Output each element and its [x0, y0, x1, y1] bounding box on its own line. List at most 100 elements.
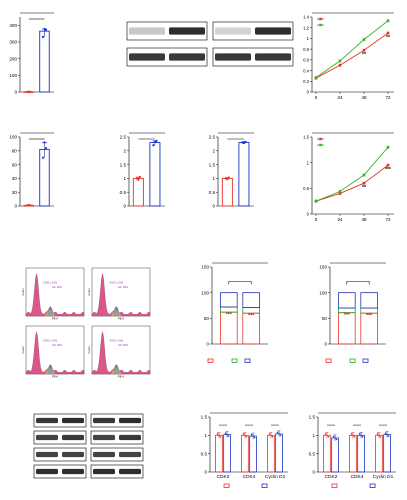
blot-band	[62, 417, 84, 424]
y-tick-label: 1.5	[303, 135, 309, 140]
y-tick-label: 1	[123, 176, 126, 181]
x-tick-label: 24	[337, 95, 343, 100]
y-tick-label: 0	[204, 470, 207, 475]
y-tick-label: 1.5	[201, 415, 208, 420]
blot-band	[93, 468, 115, 475]
data-point	[253, 436, 256, 439]
y-tick-label: 40	[12, 176, 18, 181]
y-tick-label: 1.4	[303, 15, 309, 20]
y-tick-label: 0	[14, 204, 17, 209]
data-point	[44, 28, 48, 32]
x-tick-label: 48	[361, 217, 367, 222]
histogram-annotation: G2: 29%	[52, 344, 63, 347]
blot-band	[93, 451, 115, 458]
blot-frame	[33, 430, 87, 445]
data-point	[227, 435, 230, 437]
data-point	[218, 434, 220, 437]
data-point	[278, 433, 280, 435]
data-point	[368, 313, 371, 316]
y-tick-label: 0	[307, 212, 310, 217]
data-point	[242, 433, 245, 435]
y-tick-label: 0	[307, 90, 310, 95]
data-point	[347, 312, 350, 315]
blot-frame	[33, 447, 87, 462]
legend-swatch	[362, 358, 369, 363]
legend-swatch	[369, 483, 376, 488]
bar	[39, 30, 50, 93]
x-tick-label: 0	[315, 217, 318, 222]
y-tick-label: 0.4	[303, 68, 309, 73]
y-tick-label: 0.5	[120, 190, 127, 195]
y-tick-label: 0	[206, 342, 209, 347]
y-tick-label: 50	[322, 316, 328, 321]
data-point	[358, 433, 361, 435]
bar	[221, 177, 233, 207]
bar	[331, 437, 339, 473]
histogram-annotation: G0/G1: 61%	[109, 281, 124, 284]
blot-band	[119, 468, 141, 475]
histogram-axis-label: Count	[21, 346, 25, 353]
data-point	[386, 433, 388, 436]
blot-band	[36, 434, 58, 441]
data-point	[350, 433, 353, 435]
y-tick-label: 200	[9, 56, 17, 61]
data-point	[41, 35, 45, 39]
blot-band	[36, 451, 58, 458]
legend-marker	[319, 23, 322, 27]
histogram-area	[25, 273, 85, 317]
y-tick-label: 100	[319, 290, 327, 295]
data-point	[387, 435, 390, 437]
histogram-axis-label: Count	[87, 346, 91, 353]
stacked-segment	[242, 307, 261, 314]
blot-frame	[126, 21, 208, 41]
data-point	[327, 436, 330, 438]
data-point	[335, 438, 338, 441]
y-tick-label: 400	[9, 23, 17, 28]
blot-frame	[126, 47, 208, 67]
y-tick-label: 300	[9, 40, 17, 45]
y-tick-label: 150	[201, 265, 209, 270]
data-point	[248, 313, 251, 316]
x-tick-label: 72	[385, 217, 391, 222]
bar	[149, 142, 161, 207]
histogram-area	[91, 273, 151, 317]
stacked-segment	[219, 311, 238, 345]
g2-phase-area	[46, 306, 54, 316]
sig-label: **	[386, 35, 390, 41]
bar	[215, 434, 223, 473]
stacked-segment	[337, 292, 356, 309]
blot-band	[93, 434, 115, 441]
data-point	[379, 436, 382, 438]
legend-swatch	[244, 358, 251, 363]
data-point	[137, 178, 140, 181]
data-point	[229, 312, 232, 315]
blot-band	[119, 434, 141, 441]
legend-swatch	[261, 483, 268, 488]
legend-swatch	[349, 358, 356, 363]
data-point	[361, 436, 364, 438]
x-tick-label: CDK2	[217, 474, 230, 480]
x-tick-label: CDK4	[351, 474, 364, 480]
histogram-annotation: G0/G1: 61%	[43, 339, 58, 342]
histogram-axis-label: PE-A	[52, 375, 58, 379]
histogram-axis-label: PE-A	[118, 375, 124, 379]
legend-swatch	[207, 358, 214, 363]
y-tick-label: 2	[212, 149, 215, 154]
blot-band	[129, 53, 165, 61]
blot-band	[169, 27, 205, 35]
sig-label: **	[362, 52, 366, 58]
histogram-annotation: G2: 29%	[118, 286, 129, 289]
y-tick-label: 2	[123, 149, 126, 154]
data-point	[376, 433, 379, 435]
stacked-segment	[337, 307, 356, 314]
y-tick-label: 0.5	[309, 451, 316, 456]
y-tick-label: 100	[9, 73, 17, 78]
x-tick-label: Cyclin D1	[265, 474, 286, 480]
blot-frame	[33, 464, 87, 479]
series-line	[315, 164, 389, 202]
y-tick-label: 1.2	[303, 25, 309, 30]
data-point	[250, 433, 253, 436]
bar	[223, 434, 231, 473]
legend-swatch	[325, 358, 332, 363]
y-tick-label: 0	[14, 90, 17, 95]
